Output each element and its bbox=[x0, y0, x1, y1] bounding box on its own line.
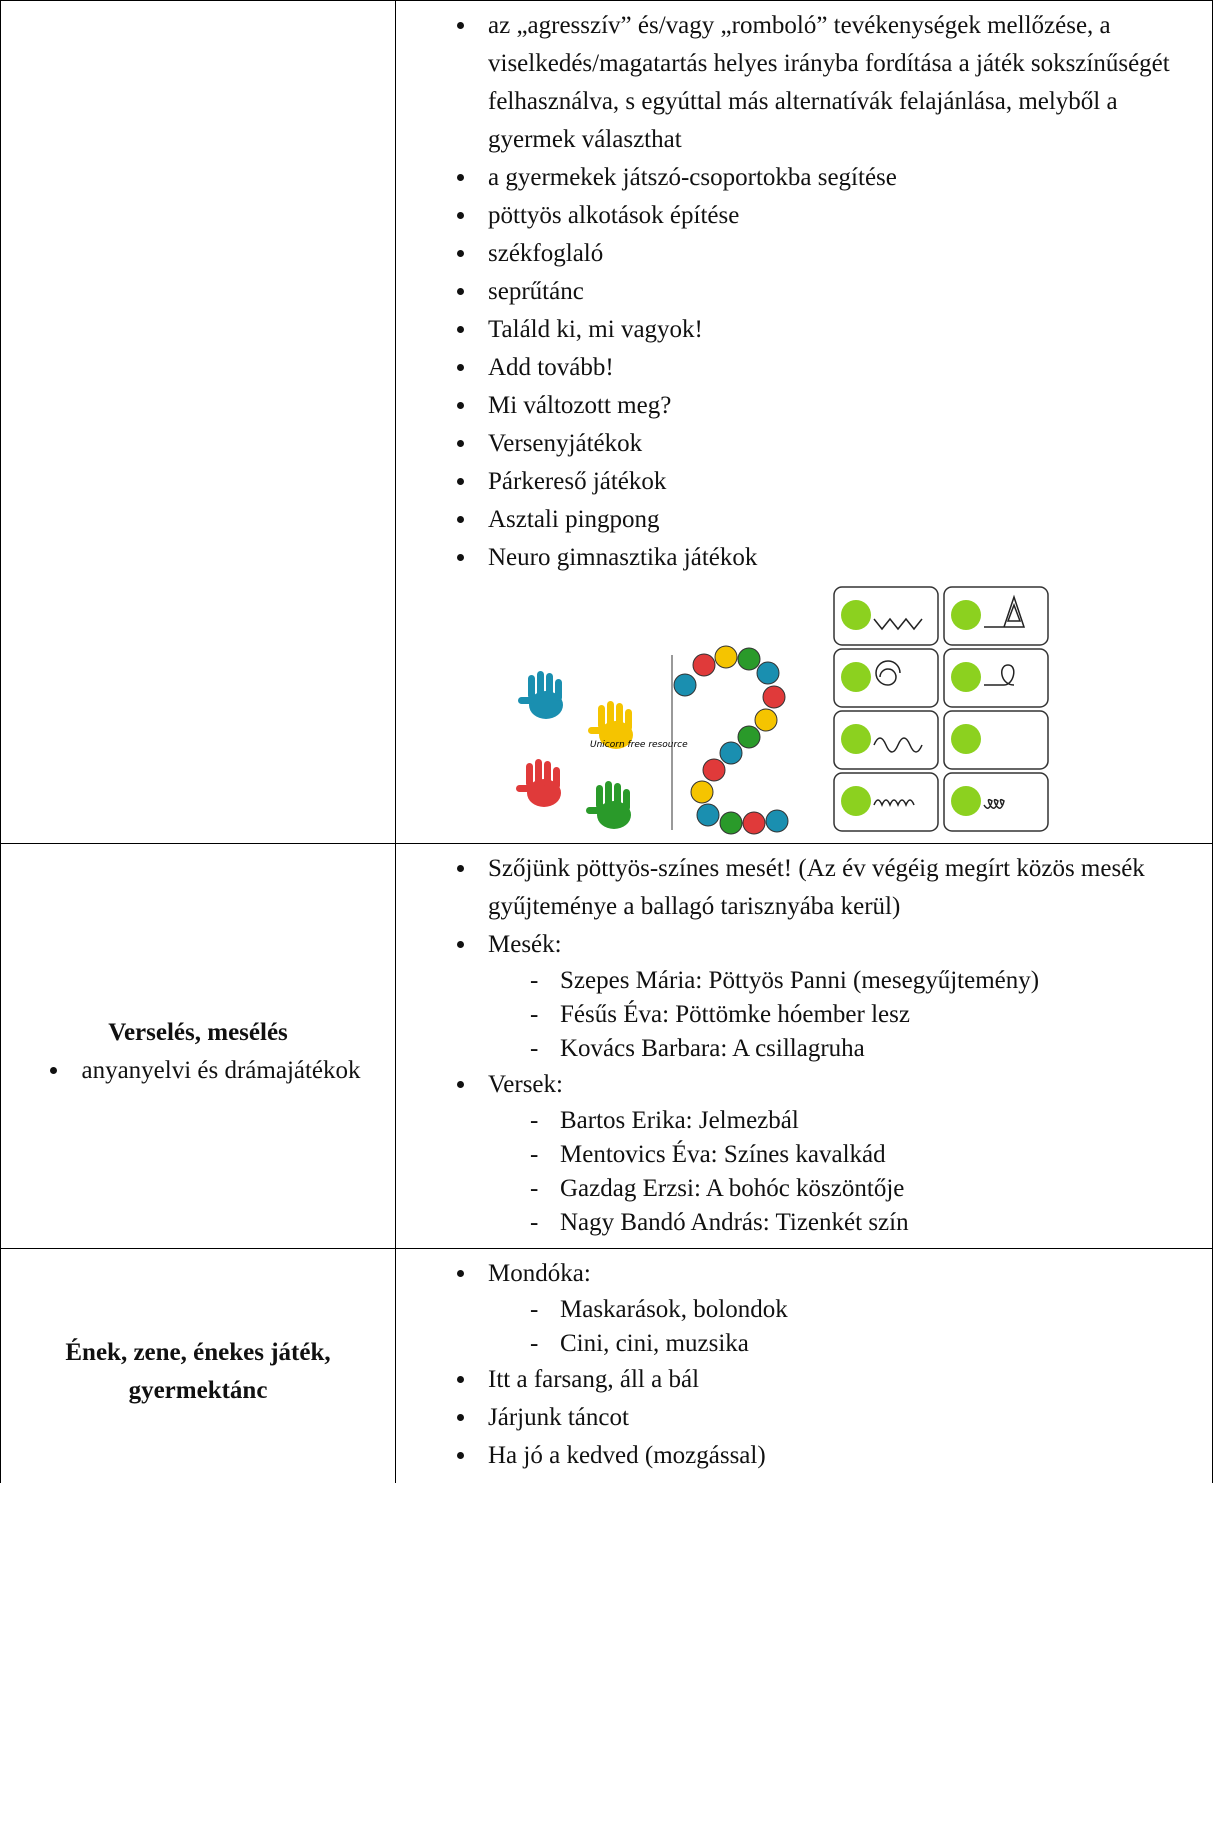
activity-item: Párkereső játékok bbox=[478, 463, 1192, 501]
dot-path bbox=[673, 645, 789, 835]
sub-list: Maskarások, bolondokCini, cini, muzsika bbox=[488, 1293, 1192, 1361]
cards bbox=[833, 586, 1049, 832]
caterpillar-faces bbox=[841, 600, 981, 816]
activity-text: Versenyjátékok bbox=[488, 430, 643, 457]
activity-item: székfoglaló bbox=[478, 235, 1192, 273]
content-cell: az „agresszív” és/vagy „romboló” tevéken… bbox=[395, 0, 1213, 844]
hand-green bbox=[586, 781, 631, 829]
activity-text: Asztali pingpong bbox=[488, 506, 660, 533]
activity-item: Versenyjátékok bbox=[478, 425, 1192, 463]
topic-subitems: anyanyelvi és drámajátékok bbox=[35, 1052, 360, 1090]
image-caption: Unicorn free resource bbox=[590, 740, 688, 750]
sub-item: Bartos Erika: Jelmezbál bbox=[530, 1104, 1192, 1138]
sub-item: Mentovics Éva: Színes kavalkád bbox=[530, 1138, 1192, 1172]
activity-text: Ha jó a kedved (mozgással) bbox=[488, 1442, 766, 1469]
activity-text: Mi változott meg? bbox=[488, 392, 672, 419]
table-body: az „agresszív” és/vagy „romboló” tevéken… bbox=[0, 0, 1213, 1483]
topic-cell: Verselés, mesélés anyanyelvi és drámajáté… bbox=[0, 843, 396, 1249]
topic-cell bbox=[0, 0, 396, 844]
sub-item: Szepes Mária: Pöttyös Panni (mesegyűjtem… bbox=[530, 964, 1192, 998]
table-row: az „agresszív” és/vagy „romboló” tevéken… bbox=[0, 0, 1213, 844]
topic-heading: Verselés, mesélés bbox=[108, 1019, 288, 1046]
plan-table: az „agresszív” és/vagy „romboló” tevéken… bbox=[0, 0, 1213, 1483]
table-row: Ének, zene, énekes játék, gyermektánc Mon… bbox=[0, 1248, 1213, 1483]
activity-text: Járjunk táncot bbox=[488, 1404, 629, 1431]
activity-item: Versek: Bartos Erika: JelmezbálMentovics … bbox=[478, 1066, 1192, 1240]
activity-text: Itt a farsang, áll a bál bbox=[488, 1366, 700, 1393]
activity-text: a gyermekek játszó-csoportokba segítése bbox=[488, 164, 897, 191]
activity-item: seprűtánc bbox=[478, 273, 1192, 311]
activity-item: az „agresszív” és/vagy „romboló” tevéken… bbox=[478, 7, 1192, 159]
sub-list: Szepes Mária: Pöttyös Panni (mesegyűjtem… bbox=[488, 964, 1192, 1066]
hand-red bbox=[516, 759, 561, 807]
caterpillar-cards bbox=[833, 586, 1049, 832]
activity-item: Szőjünk pöttyös-színes mesét! (Az év vég… bbox=[478, 850, 1192, 926]
activity-item: pöttyös alkotások építése bbox=[478, 197, 1192, 235]
illustrations: Unicorn free resource bbox=[424, 577, 1192, 835]
sub-list: Bartos Erika: JelmezbálMentovics Éva: Sz… bbox=[488, 1104, 1192, 1240]
hands-dots-image: Unicorn free resource bbox=[516, 645, 789, 835]
sub-item: Nagy Bandó András: Tizenkét szín bbox=[530, 1206, 1192, 1240]
sub-item: Cini, cini, muzsika bbox=[530, 1327, 1192, 1361]
activity-item: Mi változott meg? bbox=[478, 387, 1192, 425]
content-cell: Mondóka: Maskarások, bolondokCini, cini, … bbox=[395, 1248, 1213, 1483]
activity-item: Járjunk táncot bbox=[478, 1399, 1192, 1437]
activity-item: Add tovább! bbox=[478, 349, 1192, 387]
activity-list: Szőjünk pöttyös-színes mesét! (Az év vég… bbox=[424, 850, 1192, 1240]
activity-item: Mesék: Szepes Mária: Pöttyös Panni (meseg… bbox=[478, 926, 1192, 1066]
activity-text: Mesék: bbox=[488, 931, 562, 958]
activity-item: Neuro gimnasztika játékok bbox=[478, 539, 1192, 577]
activity-text: székfoglaló bbox=[488, 240, 604, 267]
activity-item: Mondóka: Maskarások, bolondokCini, cini, … bbox=[478, 1255, 1192, 1361]
activity-item: Itt a farsang, áll a bál bbox=[478, 1361, 1192, 1399]
hand-blue bbox=[518, 671, 563, 719]
activity-item: a gyermekek játszó-csoportokba segítése bbox=[478, 159, 1192, 197]
activity-text: seprűtánc bbox=[488, 278, 584, 305]
activity-text: Versek: bbox=[488, 1071, 563, 1098]
activity-text: Mondóka: bbox=[488, 1260, 591, 1287]
activity-item: Találd ki, mi vagyok! bbox=[478, 311, 1192, 349]
activity-text: az „agresszív” és/vagy „romboló” tevéken… bbox=[488, 12, 1170, 153]
topic-cell: Ének, zene, énekes játék, gyermektánc bbox=[0, 1248, 396, 1483]
activity-text: pöttyös alkotások építése bbox=[488, 202, 740, 229]
activity-list: Mondóka: Maskarások, bolondokCini, cini, … bbox=[424, 1255, 1192, 1475]
activity-text: Add tovább! bbox=[488, 354, 614, 381]
activity-text: Párkereső játékok bbox=[488, 468, 667, 495]
content-cell: Szőjünk pöttyös-színes mesét! (Az év vég… bbox=[395, 843, 1213, 1249]
table-row: Verselés, mesélés anyanyelvi és drámajáté… bbox=[0, 843, 1213, 1249]
activity-text: Szőjünk pöttyös-színes mesét! (Az év vég… bbox=[488, 855, 1145, 920]
sub-item: Fésűs Éva: Pöttömke hóember lesz bbox=[530, 998, 1192, 1032]
activity-list: az „agresszív” és/vagy „romboló” tevéken… bbox=[424, 7, 1192, 577]
sub-item: Kovács Barbara: A csillagruha bbox=[530, 1032, 1192, 1066]
activity-text: Neuro gimnasztika játékok bbox=[488, 544, 758, 571]
hand-yellow bbox=[588, 701, 633, 749]
sub-item: Gazdag Erzsi: A bohóc köszöntője bbox=[530, 1172, 1192, 1206]
trace-lines bbox=[873, 594, 1026, 809]
topic-heading: Ének, zene, énekes játék, gyermektánc bbox=[65, 1339, 331, 1404]
activity-item: Ha jó a kedved (mozgással) bbox=[478, 1437, 1192, 1475]
activity-item: Asztali pingpong bbox=[478, 501, 1192, 539]
activity-text: Találd ki, mi vagyok! bbox=[488, 316, 703, 343]
topic-subitem: anyanyelvi és drámajátékok bbox=[71, 1052, 360, 1090]
sub-item: Maskarások, bolondok bbox=[530, 1293, 1192, 1327]
